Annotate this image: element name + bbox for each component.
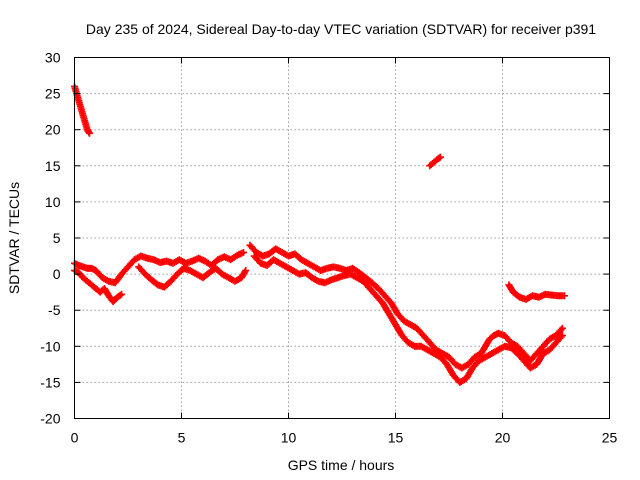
x-axis-tick-labels: 0 5 10 15 20 25 [71, 430, 618, 446]
y-axis-label: SDTVAR / TECUs [6, 182, 22, 294]
series-sdtvar [71, 82, 569, 386]
x-tick-label: 20 [495, 430, 511, 446]
y-tick-label: 15 [45, 158, 61, 174]
data-point [557, 326, 565, 334]
y-tick-label: -5 [48, 302, 61, 318]
axis-ticks [74, 57, 610, 419]
series-segment [71, 248, 248, 287]
y-tick-label: 20 [45, 122, 61, 138]
series-segment [135, 263, 250, 291]
x-tick-label: 5 [178, 430, 186, 446]
grid-lines [74, 57, 610, 419]
y-tick-label: 25 [45, 86, 61, 102]
y-axis-tick-labels: -20 -15 -10 -5 0 5 10 15 20 25 30 [40, 50, 60, 427]
x-tick-label: 0 [71, 430, 79, 446]
data-point [241, 268, 249, 276]
data-point [240, 248, 248, 256]
data-point [558, 331, 566, 339]
series-segment [246, 241, 566, 372]
y-tick-label: -10 [40, 338, 60, 354]
series-segment [71, 82, 93, 137]
y-tick-label: 30 [45, 50, 61, 66]
series-segment [505, 281, 569, 303]
data-point [242, 266, 250, 274]
x-tick-label: 10 [281, 430, 297, 446]
series-segment [250, 252, 566, 386]
y-tick-label: -20 [40, 411, 60, 427]
data-point [561, 292, 569, 300]
y-tick-label: -15 [40, 374, 60, 390]
data-points [71, 82, 569, 386]
x-tick-label: 15 [388, 430, 404, 446]
data-point [557, 333, 565, 341]
series-segment [71, 266, 126, 306]
data-point [558, 324, 566, 332]
y-tick-label: 10 [45, 194, 61, 210]
y-tick-label: 5 [53, 230, 61, 246]
x-tick-label: 25 [602, 430, 618, 446]
x-axis-label: GPS time / hours [288, 457, 395, 473]
y-tick-label: 0 [53, 266, 61, 282]
data-point [85, 129, 93, 137]
data-point [436, 153, 444, 161]
series-segment [426, 153, 444, 170]
chart-title: Day 235 of 2024, Sidereal Day-to-day VTE… [86, 21, 596, 37]
data-point [116, 291, 124, 299]
data-point [118, 290, 126, 298]
